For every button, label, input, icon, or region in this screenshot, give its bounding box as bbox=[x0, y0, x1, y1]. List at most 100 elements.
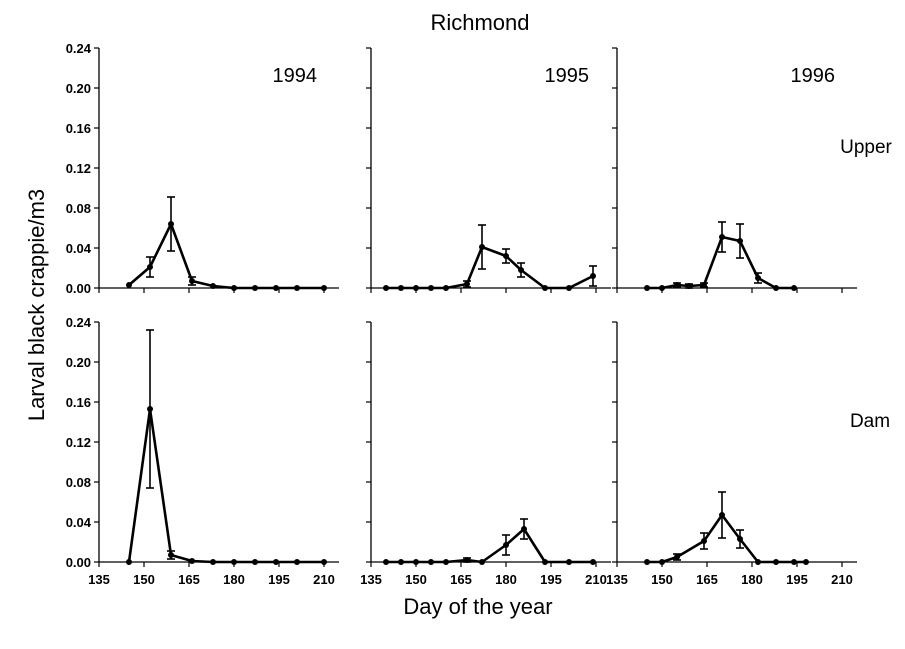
x-tick-label: 165 bbox=[450, 572, 472, 587]
data-point bbox=[398, 559, 404, 565]
y-tick-label: 0.08 bbox=[66, 201, 91, 216]
x-tick-label: 195 bbox=[786, 572, 808, 587]
series-line bbox=[647, 513, 806, 564]
row-label-upper: Upper bbox=[840, 137, 892, 158]
data-point bbox=[518, 267, 524, 273]
data-point bbox=[701, 282, 707, 288]
data-point bbox=[321, 285, 327, 291]
data-point bbox=[503, 542, 509, 548]
data-point bbox=[147, 264, 153, 270]
x-tick-label: 135 bbox=[606, 572, 628, 587]
data-point bbox=[383, 559, 389, 565]
x-tick-label: 180 bbox=[495, 572, 517, 587]
y-tick-label: 0.04 bbox=[66, 241, 92, 256]
data-point bbox=[294, 285, 300, 291]
data-point bbox=[428, 285, 434, 291]
data-point bbox=[659, 285, 665, 291]
data-point bbox=[674, 554, 680, 560]
data-point bbox=[701, 538, 707, 544]
x-tick-label: 135 bbox=[360, 572, 382, 587]
data-point bbox=[566, 559, 572, 565]
data-point bbox=[189, 558, 195, 564]
x-tick-label: 135 bbox=[88, 572, 110, 587]
y-tick-label: 0.12 bbox=[66, 161, 91, 176]
y-tick-label: 0.00 bbox=[66, 281, 91, 296]
x-tick-label: 195 bbox=[540, 572, 562, 587]
x-tick-label: 180 bbox=[223, 572, 245, 587]
data-point bbox=[168, 221, 174, 227]
data-point bbox=[273, 285, 279, 291]
data-point bbox=[126, 559, 132, 565]
data-point bbox=[273, 559, 279, 565]
data-point bbox=[644, 285, 650, 291]
y-tick-label: 0.24 bbox=[66, 41, 92, 56]
data-point bbox=[210, 559, 216, 565]
x-tick-label: 165 bbox=[696, 572, 718, 587]
data-point bbox=[383, 285, 389, 291]
data-point bbox=[791, 559, 797, 565]
panel-upper-1994: 0.00 0.04 0.08 0.12 0.16 0.20 0.24 1994 bbox=[66, 41, 339, 296]
panel-dam-1996: 135 150 165 180 195 210 bbox=[606, 321, 857, 587]
x-tick-label: 150 bbox=[133, 572, 155, 587]
data-point bbox=[590, 273, 596, 279]
data-point bbox=[590, 559, 596, 565]
series-line bbox=[128, 222, 324, 290]
x-tick-label: 150 bbox=[651, 572, 673, 587]
data-point bbox=[686, 283, 692, 289]
data-point bbox=[755, 275, 761, 281]
data-point bbox=[252, 285, 258, 291]
data-point bbox=[413, 285, 419, 291]
data-point bbox=[566, 285, 572, 291]
panel-dam-1995: 135 150 165 180 195 210 bbox=[360, 321, 611, 587]
x-tick-label: 195 bbox=[268, 572, 290, 587]
data-point bbox=[773, 559, 779, 565]
x-tick-label: 150 bbox=[405, 572, 427, 587]
data-point bbox=[398, 285, 404, 291]
x-tick-label: 180 bbox=[741, 572, 763, 587]
x-tick-label: 210 bbox=[313, 572, 335, 587]
x-tick-label: 210 bbox=[831, 572, 853, 587]
data-point bbox=[542, 285, 548, 291]
y-tick-label: 0.12 bbox=[66, 435, 91, 450]
data-point bbox=[443, 285, 449, 291]
data-point bbox=[428, 559, 434, 565]
data-point bbox=[542, 559, 548, 565]
data-point bbox=[773, 285, 779, 291]
x-axis-title: Day of the year bbox=[403, 594, 552, 619]
data-point bbox=[168, 552, 174, 558]
data-point bbox=[719, 234, 725, 240]
row-label-dam: Dam bbox=[850, 411, 890, 432]
series-line bbox=[127, 407, 324, 564]
data-point bbox=[755, 559, 761, 565]
data-point bbox=[503, 253, 509, 259]
data-point bbox=[126, 282, 132, 288]
data-point bbox=[479, 244, 485, 250]
y-tick-label: 0.16 bbox=[66, 121, 91, 136]
data-point bbox=[231, 559, 237, 565]
y-axis-title: Larval black crappie/m3 bbox=[24, 189, 49, 421]
data-point bbox=[479, 559, 485, 565]
data-point bbox=[231, 285, 237, 291]
data-point bbox=[521, 526, 527, 532]
data-point bbox=[413, 559, 419, 565]
panel-dam-1994: 0.00 0.04 0.08 0.12 0.16 0.20 0.24 135 150 165 180… bbox=[66, 315, 339, 587]
data-point bbox=[464, 557, 470, 563]
y-tick-label: 0.16 bbox=[66, 395, 91, 410]
data-point bbox=[644, 559, 650, 565]
data-point bbox=[294, 559, 300, 565]
data-point bbox=[719, 512, 725, 518]
series-line bbox=[647, 235, 794, 290]
series-line bbox=[386, 245, 594, 290]
y-tick-label: 0.04 bbox=[66, 515, 92, 530]
y-tick-label: 0.08 bbox=[66, 475, 91, 490]
series-line bbox=[386, 527, 593, 564]
data-point bbox=[737, 536, 743, 542]
panel-year-label: 1996 bbox=[791, 65, 836, 87]
y-tick-label: 0.24 bbox=[66, 315, 92, 330]
x-tick-label: 165 bbox=[178, 572, 200, 587]
data-point bbox=[147, 406, 153, 412]
panel-upper-1995: 1995 bbox=[366, 47, 611, 293]
data-point bbox=[737, 238, 743, 244]
data-point bbox=[659, 559, 665, 565]
